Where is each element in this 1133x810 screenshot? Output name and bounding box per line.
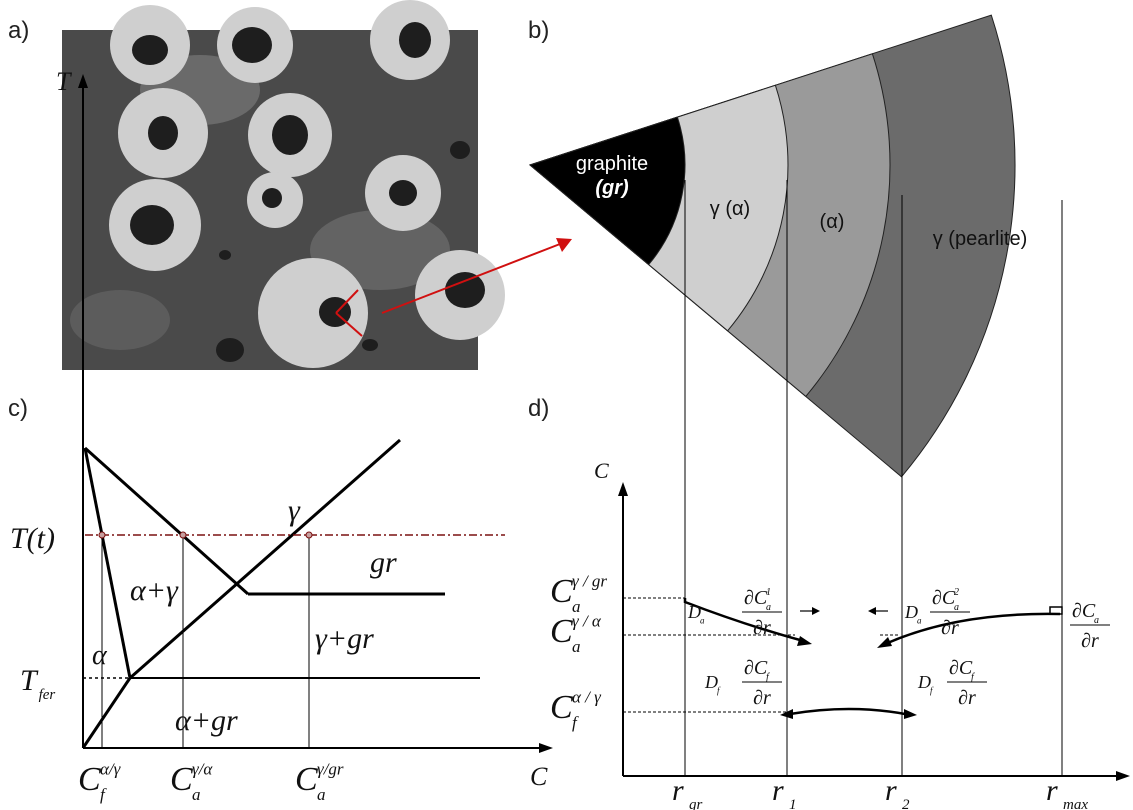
axis-tick-label: C [550,613,573,650]
flux-numerator: a [766,602,771,613]
axis-tick-label: γ / gr [572,572,607,591]
temperature-label: fer [39,687,56,703]
panel-label: c) [8,395,28,422]
axis-tick-label: C [295,761,318,798]
flux-denominator: ∂r [753,687,771,709]
flux-numerator: ∂C [949,657,973,679]
region-label: γ [288,494,301,527]
axis-tick-label: C [550,689,573,726]
region-label: α+gr [175,704,238,737]
axis-tick-label: C [550,573,573,610]
flux-numerator: 1 [766,587,771,598]
axis-tick-label: r [885,774,897,807]
axis-tick-label: 1 [789,797,797,810]
axis-tick-label: a [192,785,201,804]
flux-numerator: a [954,602,959,613]
axis-tick-label: gr [689,797,703,810]
figure: a) b) c) d) [0,0,1133,810]
flux-coefficient: f [717,685,721,695]
flux-numerator: f [766,672,770,683]
flux-numerator: 2 [954,587,959,598]
flux-denominator: ∂r [753,617,771,639]
axis-tick-label: γ/gr [317,760,344,779]
axis-tick-label: α/γ [100,760,122,779]
axis-tick-label: γ/α [192,760,213,779]
flux-coefficient: a [700,615,705,625]
region-label: α [92,640,108,671]
temperature-label: T [20,664,39,697]
axis-tick-label: r [1046,774,1058,807]
axis-tick-label: 2 [902,797,910,810]
flux-coefficient: D [917,672,931,692]
axis-tick-label: α / γ [572,688,602,707]
concentration-profile [618,482,1130,781]
axis-tick-label: max [1063,797,1088,810]
flux-numerator: ∂C [1072,600,1096,622]
flux-coefficient: D [687,602,701,622]
axis-tick-label: γ / α [572,612,602,631]
flux-coefficient: D [904,602,918,622]
axis-tick-label: r [772,774,784,807]
region-label: (gr) [595,177,629,199]
flux-denominator: ∂r [958,687,976,709]
panel-label: d) [528,395,549,422]
region-label: γ (pearlite) [933,228,1027,250]
axis-label: C [594,458,609,483]
flux-numerator: ∂C [744,587,768,609]
axis-tick-label: C [78,761,101,798]
flux-numerator: a [1094,615,1099,626]
flux-coefficient: f [930,685,934,695]
flux-numerator: ∂C [932,587,956,609]
axis-label: C [530,762,548,791]
temperature-label: T(t) [10,522,55,555]
axis-tick-label: C [170,761,193,798]
flux-denominator: ∂r [941,617,959,639]
flux-coefficient: D [704,672,718,692]
region-label: graphite [576,153,648,175]
region-label: γ (α) [710,198,750,220]
panel-label: b) [528,17,549,44]
flux-numerator: f [971,672,975,683]
flux-coefficient: a [917,615,922,625]
flux-numerator: ∂C [744,657,768,679]
region-label: α+γ [130,574,179,607]
axis-tick-label: a [317,785,326,804]
panel-label: a) [8,17,29,44]
region-label: gr [370,546,397,579]
region-label: γ+gr [315,622,374,655]
axis-tick-label: f [100,785,107,804]
region-label: (α) [820,211,845,233]
flux-denominator: ∂r [1081,630,1099,652]
axis-tick-label: r [672,774,684,807]
micrograph [62,0,572,370]
axis-tick-label: a [572,637,581,656]
axis-label: T [56,67,72,96]
axis-tick-label: f [572,713,579,732]
